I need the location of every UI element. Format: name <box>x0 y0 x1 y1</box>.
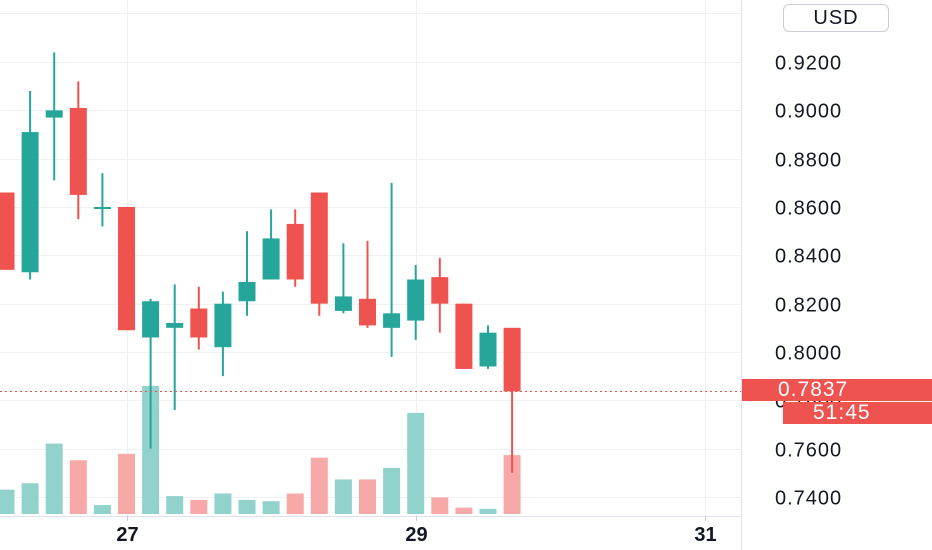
price-tick-label: 0.8000 <box>775 343 842 365</box>
last-price-label: 0.7837 <box>742 379 932 401</box>
candle <box>286 209 304 287</box>
candle <box>166 284 184 410</box>
candle <box>479 325 497 369</box>
volume-bar <box>262 501 280 514</box>
candle <box>118 207 135 331</box>
volume-bar <box>286 493 304 514</box>
candles <box>0 52 521 473</box>
candle <box>21 91 39 280</box>
candle <box>407 265 425 340</box>
candle-body <box>190 308 208 338</box>
candle <box>93 173 111 227</box>
price-tick-label: 0.9000 <box>775 101 842 123</box>
volume-bar <box>431 497 449 514</box>
volume-bar <box>383 467 401 514</box>
volume-bar <box>479 508 497 514</box>
volume-bar <box>310 457 328 514</box>
volume-bar <box>238 499 256 514</box>
candle <box>310 192 328 316</box>
candle-body <box>142 301 160 338</box>
volume-bar <box>118 453 135 514</box>
candle <box>142 298 160 449</box>
price-tick-label: 0.8600 <box>775 198 842 220</box>
volume-bar <box>190 499 208 514</box>
candle-body <box>407 279 425 321</box>
candle <box>262 209 280 280</box>
candle <box>334 243 352 314</box>
volume-bar <box>407 412 425 514</box>
candle-body <box>93 207 111 209</box>
volume-bar <box>214 493 232 514</box>
volume-bar <box>359 479 376 514</box>
candle-body <box>431 277 449 304</box>
volume-bar <box>166 496 184 514</box>
volume-bar <box>21 483 39 514</box>
candle <box>45 52 63 181</box>
candle-body <box>334 296 352 311</box>
volume-bar <box>69 460 87 514</box>
candle-body <box>262 238 280 280</box>
candle <box>69 81 87 220</box>
price-tick-label: 0.8400 <box>775 246 842 268</box>
candle-body <box>503 327 521 392</box>
volume-bar <box>93 505 111 514</box>
time-axis[interactable]: 27 29 31 <box>116 516 717 546</box>
candle <box>455 303 473 369</box>
price-tick-label: 0.8800 <box>775 150 842 172</box>
candle <box>214 291 232 377</box>
price-tick-label: 0.7600 <box>775 440 842 462</box>
candle-body <box>455 303 473 369</box>
price-tick-label: 0.7400 <box>775 488 842 510</box>
volume-bar <box>142 386 160 514</box>
candle-body <box>21 132 39 273</box>
volume-bar <box>45 443 63 514</box>
time-tick-label: 31 <box>694 524 716 546</box>
candle <box>359 240 376 328</box>
volume-bars <box>0 386 521 514</box>
candle-body <box>69 107 87 195</box>
candle <box>0 192 15 270</box>
volume-bar <box>0 489 15 514</box>
candle <box>431 257 449 333</box>
candle-body <box>214 303 232 348</box>
time-tick-label: 27 <box>116 524 138 546</box>
time-tick-label: 29 <box>405 524 427 546</box>
candle-body <box>118 207 135 331</box>
candle-body <box>0 192 15 270</box>
bar-countdown-label: 51:45 <box>783 402 932 424</box>
candle-body <box>310 192 328 304</box>
candle-body <box>45 110 63 118</box>
price-tick-label: 0.8200 <box>775 295 842 317</box>
volume-bar <box>334 479 352 514</box>
candle-body <box>286 223 304 280</box>
candle <box>238 231 256 316</box>
volume-bar <box>503 455 521 514</box>
currency-button[interactable]: USD <box>783 4 889 32</box>
volume-bar <box>455 507 473 514</box>
candle-body <box>479 332 497 367</box>
candle-body <box>238 281 256 302</box>
candle <box>383 182 401 357</box>
candle-body <box>359 298 376 326</box>
candle <box>503 327 521 473</box>
candle-body <box>383 313 401 328</box>
price-tick-label: 0.9200 <box>775 53 842 75</box>
candle <box>190 286 208 350</box>
candle-body <box>166 323 184 328</box>
